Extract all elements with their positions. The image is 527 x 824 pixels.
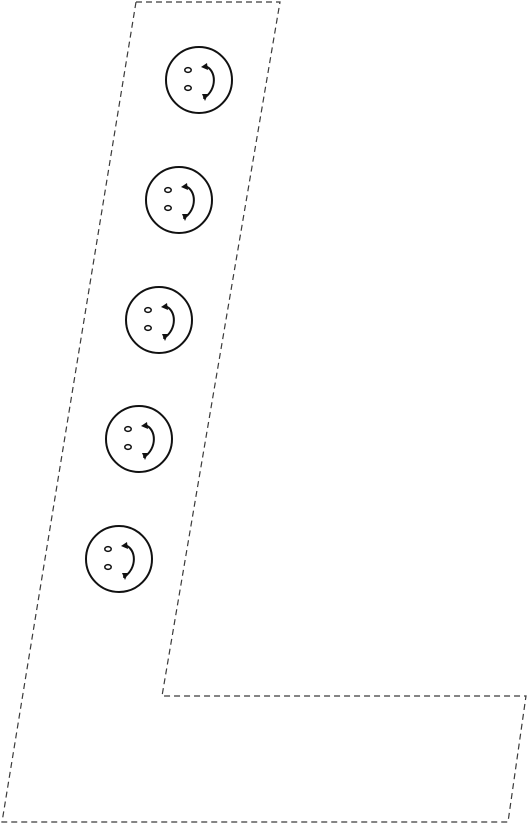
smiley-face-icon [165, 46, 233, 114]
smiley-face-icon [125, 286, 193, 354]
smiley-face-icon [105, 405, 173, 473]
smiley-face-icon [145, 166, 213, 234]
smiley-face-icon [85, 525, 153, 593]
